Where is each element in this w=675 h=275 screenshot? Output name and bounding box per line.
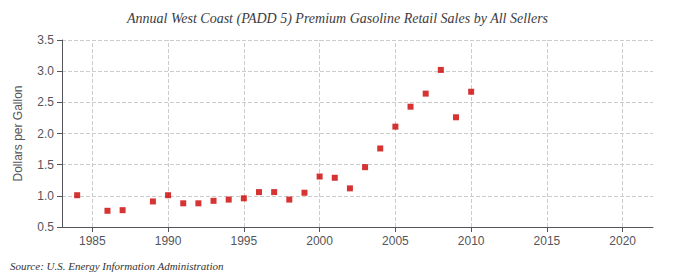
svg-text:2.5: 2.5 xyxy=(37,95,54,109)
svg-text:2005: 2005 xyxy=(382,234,409,248)
svg-text:1990: 1990 xyxy=(155,234,182,248)
svg-text:2010: 2010 xyxy=(458,234,485,248)
svg-text:1.0: 1.0 xyxy=(37,189,54,203)
svg-text:3.5: 3.5 xyxy=(37,33,54,47)
svg-text:2000: 2000 xyxy=(306,234,333,248)
svg-text:1985: 1985 xyxy=(79,234,106,248)
svg-text:3.0: 3.0 xyxy=(37,64,54,78)
svg-text:Source: U.S. Energy Informatio: Source: U.S. Energy Information Administ… xyxy=(10,260,224,272)
svg-text:2015: 2015 xyxy=(534,234,561,248)
svg-text:1995: 1995 xyxy=(230,234,257,248)
svg-text:1.5: 1.5 xyxy=(37,158,54,172)
svg-text:Dollars per Gallon: Dollars per Gallon xyxy=(11,85,25,181)
svg-text:0.5: 0.5 xyxy=(37,220,54,234)
svg-text:Annual West Coast (PADD 5) Pre: Annual West Coast (PADD 5) Premium Gasol… xyxy=(126,11,549,27)
svg-text:2020: 2020 xyxy=(609,234,636,248)
svg-text:2.0: 2.0 xyxy=(37,127,54,141)
